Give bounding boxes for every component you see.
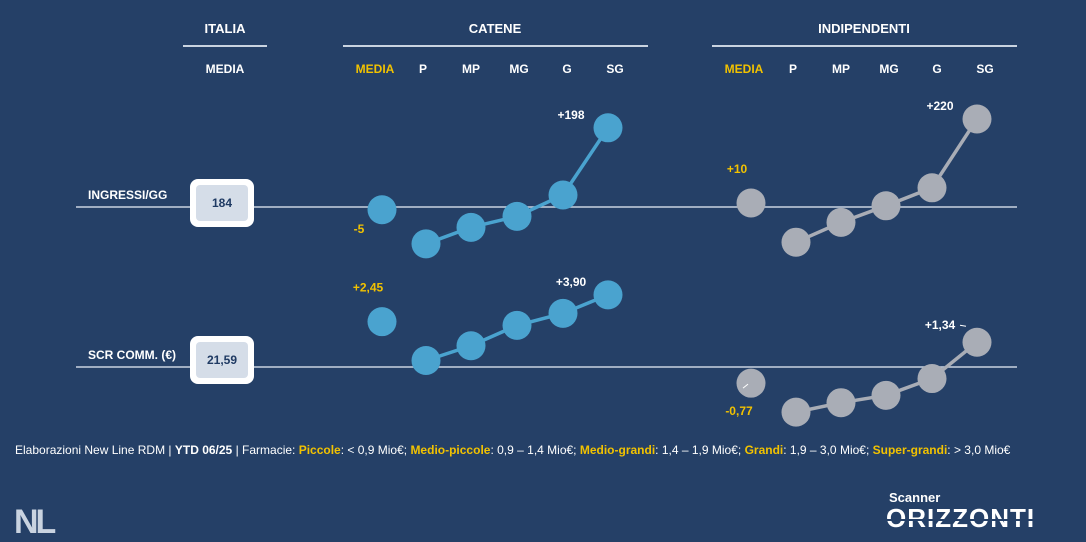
end-label-catene-0: +198 [557, 108, 584, 122]
footnote-grandi-range: : 1,9 – 3,0 Mio€; [783, 443, 873, 457]
col-indipendenti-g: G [932, 62, 942, 76]
col-catene-sg: SG [606, 62, 624, 76]
point-catene-sg-0 [593, 113, 623, 143]
header-catene-rule [343, 45, 648, 47]
italia-value-box-scr: 21,59 [190, 336, 254, 384]
col-italia-media: MEDIA [205, 62, 245, 76]
point-catene-g-0 [548, 180, 578, 210]
col-catene-media: MEDIA [355, 62, 395, 76]
footnote-period: YTD 06/25 [174, 443, 233, 457]
point-catene-p-1 [411, 346, 441, 376]
point-catene-mp-0 [456, 212, 486, 242]
point-indipendenti-sg-1 [962, 327, 992, 357]
col-catene-mp: MP [462, 62, 480, 76]
footnote-mediograndi-label: Medio-grandi [579, 443, 656, 457]
row-label-scr: SCR COMM. (€) [88, 348, 176, 362]
header-indipendenti: INDIPENDENTI [818, 21, 910, 36]
point-indipendenti-mg-1 [871, 380, 901, 410]
footnote-mediopiccole-range: : 0,9 – 1,4 Mio€; [490, 443, 580, 457]
end-label-catene-1: +3,90 [556, 275, 587, 289]
point-indipendenti-media-1 [736, 368, 766, 398]
footnote: Elaborazioni New Line RDM | YTD 06/25 | … [15, 443, 1010, 457]
row-label-ingressi: INGRESSI/GG [88, 188, 168, 202]
media-label-indipendenti-0: +10 [727, 162, 748, 176]
end-label-indipendenti-0: +220 [926, 99, 953, 113]
orizzonti-logo: Scanner ORIZZONTI [886, 490, 1036, 533]
footnote-supergrandi-range: : > 3,0 Mio€ [947, 443, 1011, 457]
point-indipendenti-g-1 [917, 364, 947, 394]
header-indipendenti-rule [712, 45, 1017, 47]
point-catene-p-0 [411, 229, 441, 259]
italia-value-scr: 21,59 [196, 342, 248, 378]
col-indipendenti-mg: MG [879, 62, 899, 76]
italia-value-box-ingressi: 184 [190, 179, 254, 227]
media-leader-1 [742, 383, 749, 389]
point-indipendenti-media-0 [736, 188, 766, 218]
col-indipendenti-p: P [788, 62, 798, 76]
col-catene-p: P [418, 62, 428, 76]
point-catene-media-0 [367, 195, 397, 225]
footnote-piccole-range: : < 0,9 Mio€; [340, 443, 411, 457]
series-line-indipendenti-0 [795, 118, 979, 244]
footnote-farmacie: | Farmacie: [232, 443, 299, 457]
col-indipendenti-sg: SG [976, 62, 994, 76]
point-catene-mp-1 [456, 331, 486, 361]
point-indipendenti-mg-0 [871, 191, 901, 221]
footnote-grandi-label: Grandi [744, 443, 784, 457]
media-label-catene-1: +2,45 [353, 281, 384, 295]
point-indipendenti-sg-0 [962, 104, 992, 134]
point-indipendenti-g-0 [917, 173, 947, 203]
header-italia: ITALIA [204, 21, 246, 36]
point-indipendenti-mp-1 [826, 388, 856, 418]
nl-logo: NL [14, 503, 56, 541]
header-italia-rule [183, 45, 267, 47]
footnote-mediograndi-range: : 1,4 – 1,9 Mio€; [655, 443, 745, 457]
col-catene-mg: MG [509, 62, 529, 76]
header-catene: CATENE [468, 21, 522, 36]
footnote-supergrandi-label: Super-grandi [872, 443, 948, 457]
brand-orizzonti-text: ORIZZONTI [886, 503, 1036, 533]
brand-orizzonti: ORIZZONTI [886, 503, 1036, 533]
point-catene-mg-0 [502, 201, 532, 231]
col-catene-g: G [562, 62, 572, 76]
brand-scanner: Scanner [889, 490, 941, 505]
point-indipendenti-mp-0 [826, 207, 856, 237]
col-indipendenti-mp: MP [832, 62, 850, 76]
point-catene-media-1 [367, 307, 397, 337]
point-indipendenti-p-0 [781, 227, 811, 257]
footnote-piccole-label: Piccole [298, 443, 341, 457]
point-catene-mg-1 [502, 310, 532, 340]
col-indipendenti-media: MEDIA [724, 62, 764, 76]
media-label-indipendenti-1: -0,77 [725, 404, 753, 418]
footnote-prefix: Elaborazioni New Line RDM | [15, 443, 175, 457]
end-label-indipendenti-1: +1,34 [925, 318, 956, 332]
brand-strike [886, 519, 1036, 521]
point-catene-sg-1 [593, 280, 623, 310]
point-indipendenti-p-1 [781, 397, 811, 427]
point-catene-g-1 [548, 298, 578, 328]
media-label-catene-0: -5 [354, 222, 365, 236]
end-leader-1 [959, 324, 967, 327]
italia-value-ingressi: 184 [196, 185, 248, 221]
footnote-mediopiccole-label: Medio-piccole [410, 443, 491, 457]
